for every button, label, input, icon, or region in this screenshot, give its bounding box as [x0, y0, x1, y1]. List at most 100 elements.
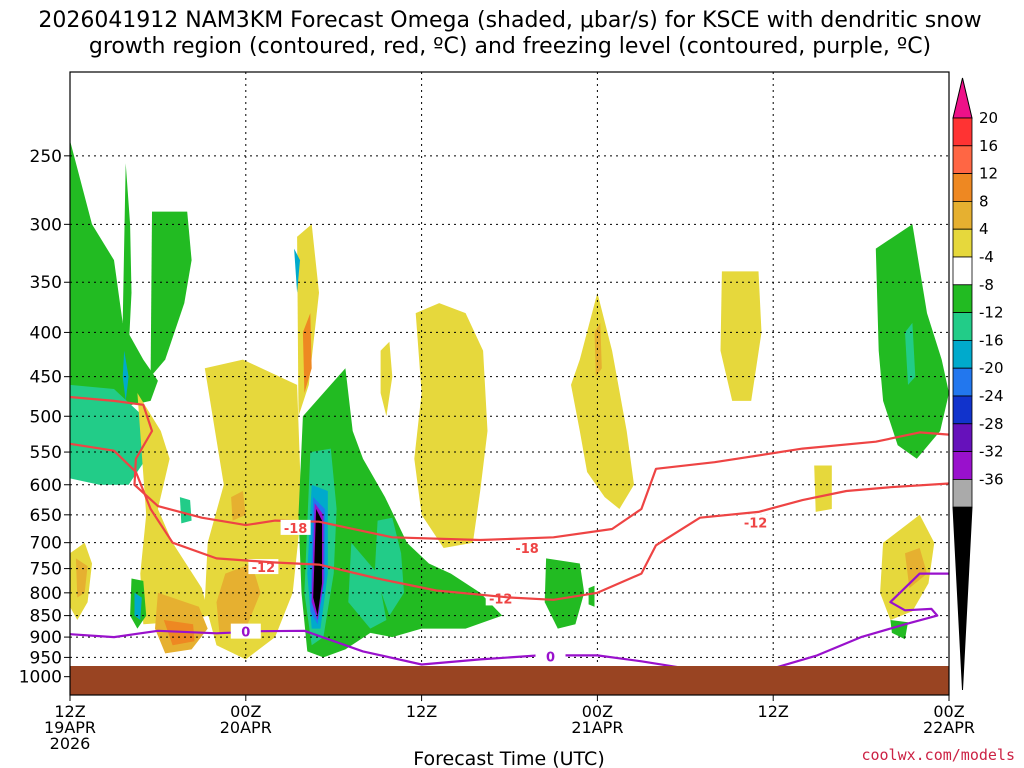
colorbar-segment	[952, 284, 973, 313]
omega-region-green	[150, 211, 192, 377]
contour-label-bg	[485, 590, 516, 606]
omega-region-teal	[179, 497, 192, 524]
omega-region-green	[70, 140, 158, 409]
y-tick-label: 1000	[19, 668, 62, 688]
y-axis: 2503003504004505005506006507007508008509…	[19, 147, 70, 688]
colorbar-segment	[952, 451, 973, 480]
x-tick-label: 20APR	[220, 718, 272, 737]
omega-region-cyan	[294, 248, 300, 293]
contour-label-bg	[230, 623, 261, 639]
colorbar-tick-label: -24	[979, 387, 1004, 405]
contour-label-bg	[535, 648, 566, 664]
colorbar-segment	[952, 395, 973, 425]
plot-frame	[69, 71, 950, 696]
contour-label-dgz-minus18: -18	[515, 542, 539, 557]
colorbar-segment	[952, 367, 973, 397]
omega-region-teal	[905, 322, 916, 385]
colorbar-tick-label: -32	[979, 443, 1004, 461]
x-tick-label: 19APR	[44, 718, 96, 737]
colorbar-tick-label: 20	[979, 109, 998, 127]
omega-region-green	[588, 585, 595, 607]
colorbar-segment	[952, 339, 973, 369]
x-tick-label: 12Z	[406, 702, 437, 721]
omega-region-yellow	[720, 271, 762, 401]
omega-region-teal	[348, 542, 387, 629]
ground-below-surface	[70, 666, 949, 695]
contour-label-bg	[740, 514, 771, 530]
chart-titles: 2026041912 NAM3KM Forecast Omega (shaded…	[38, 8, 981, 59]
contour-label-dgz-minus12: -12	[252, 561, 276, 576]
x-tick-label: 12Z	[54, 702, 85, 721]
x-axis-label: Forecast Time (UTC)	[413, 748, 604, 768]
x-tick-label: 00Z	[582, 702, 613, 721]
omega-region-yellow	[380, 341, 393, 417]
omega-region-yellow	[571, 292, 634, 509]
colorbar-tick-label: -4	[979, 248, 994, 266]
colorbar-segment	[952, 478, 973, 508]
chart-title-line1: 2026041912 NAM3KM Forecast Omega (shaded…	[38, 8, 981, 33]
contour-freezing-level-0C-east	[772, 572, 949, 670]
contour-label-dgz-minus18: -18	[284, 522, 308, 537]
colorbar-tick-label: -20	[979, 359, 1004, 377]
contour-label-bg	[280, 519, 311, 535]
colorbar-top-arrow	[952, 77, 973, 119]
chart-title-line2: growth region (contoured, red, ºC) and f…	[89, 34, 931, 59]
credit-text: coolwx.com/models	[861, 746, 1015, 764]
colorbar-segment	[952, 173, 973, 202]
x-tick-label: 12Z	[758, 702, 789, 721]
colorbar-bottom-arrow	[952, 506, 973, 691]
grid-lines	[69, 72, 950, 695]
y-tick-label: 600	[30, 476, 62, 496]
omega-shading	[70, 140, 949, 660]
colorbar-tick-label: -8	[979, 276, 994, 294]
contour-label-dgz-minus12: -12	[489, 592, 513, 607]
contour-label-dgz-minus12: -12	[744, 516, 768, 531]
omega-region-yellow	[414, 303, 488, 548]
omega-region-green	[121, 163, 132, 381]
omega-region-cyan	[134, 592, 142, 620]
colorbar: 20 16 12 8 4 -4 -8 -12 -16 -20 -24 -28 -32 -36	[952, 77, 1004, 691]
contour-lines: -12 -12 -12 -18 -18 0 0	[69, 395, 950, 670]
contour-label-freezing-level-0C: 0	[546, 651, 555, 666]
y-tick-label: 650	[30, 506, 62, 526]
colorbar-segment	[952, 228, 973, 258]
y-tick-label: 950	[30, 648, 62, 668]
colorbar-segment	[952, 200, 973, 230]
y-tick-label: 450	[30, 368, 62, 388]
colorbar-segment	[952, 312, 973, 341]
colorbar-tick-label: 8	[979, 192, 989, 210]
colorbar-tick-label: 4	[979, 220, 989, 238]
colorbar-segment	[952, 256, 973, 286]
x-tick-label: 00Z	[933, 702, 964, 721]
contour-freezing-level-0C	[69, 629, 686, 670]
colorbar-tick-label: 12	[979, 165, 998, 183]
colorbar-tick-label: -16	[979, 331, 1004, 349]
plot-area: -12 -12 -12 -18 -18 0 0	[69, 71, 950, 696]
y-tick-label: 400	[30, 323, 62, 343]
omega-region-gold	[905, 548, 927, 589]
y-tick-label: 250	[30, 147, 62, 167]
omega-region-gold	[75, 558, 88, 598]
omega-region-yellow	[137, 393, 210, 625]
y-tick-label: 550	[30, 443, 62, 463]
omega-region-orange	[302, 313, 312, 393]
omega-region-teal	[70, 384, 151, 485]
y-tick-label: 850	[30, 607, 62, 627]
contour-dgz-minus12	[69, 395, 950, 542]
colorbar-tick-label: -12	[979, 304, 1004, 322]
omega-region-cyan	[122, 350, 129, 401]
x-tick-label: 22APR	[923, 718, 975, 737]
colorbar-tick-label: -36	[979, 470, 1004, 488]
omega-region-gold	[594, 322, 602, 377]
y-tick-label: 750	[30, 560, 62, 580]
y-tick-label: 500	[30, 407, 62, 427]
contour-dgz-minus18	[69, 442, 950, 601]
omega-region-black	[313, 509, 322, 616]
omega-region-yellow	[814, 465, 832, 512]
y-tick-label: 350	[30, 273, 62, 293]
colorbar-segment	[952, 117, 973, 147]
colorbar-tick-label: -28	[979, 415, 1004, 433]
colorbar-segment	[952, 145, 973, 175]
